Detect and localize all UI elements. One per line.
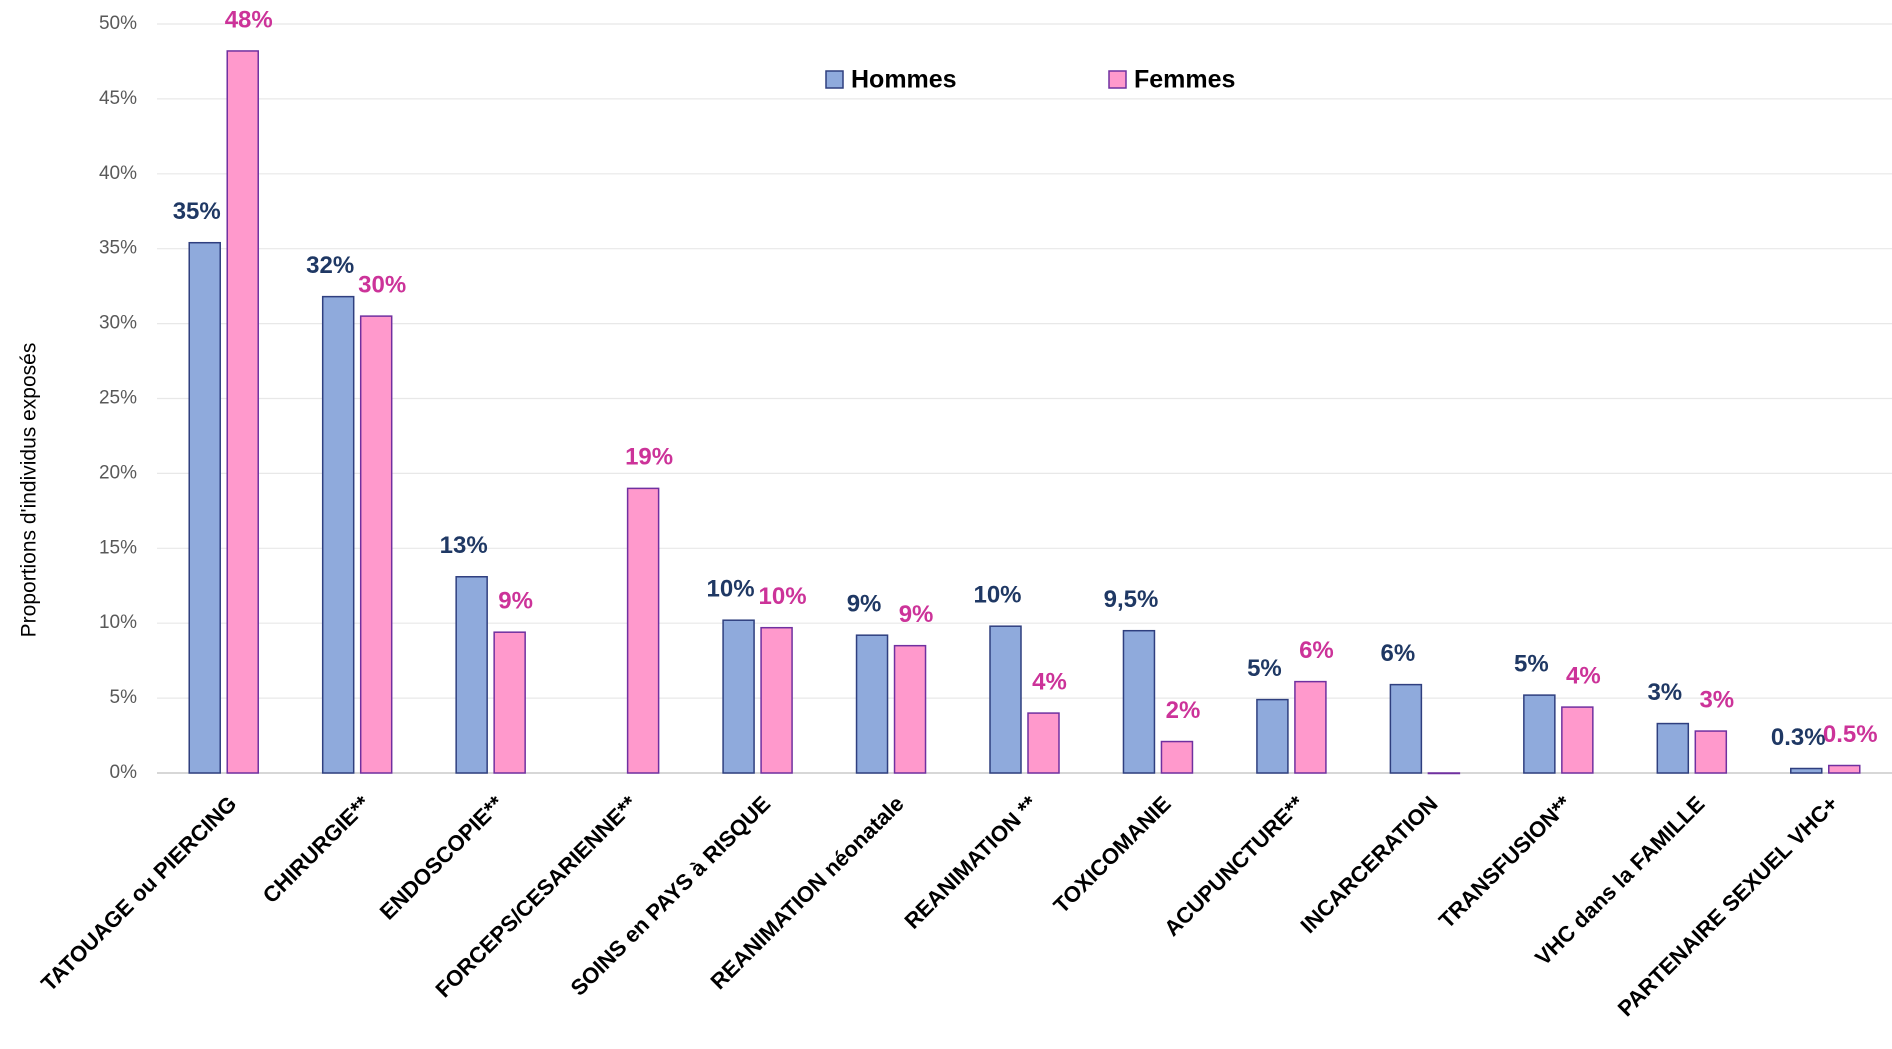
bar — [1427, 772, 1461, 775]
value-label: 3% — [1699, 686, 1734, 713]
value-label: 30% — [358, 271, 406, 298]
value-label: 32% — [306, 252, 354, 279]
y-tick-label: 0% — [110, 762, 138, 783]
value-label: 35% — [173, 198, 221, 225]
x-tick-label: INCARCERATION — [1296, 791, 1443, 938]
bar — [1294, 680, 1327, 774]
x-tick-label: ACUPUNCTURE** — [1159, 791, 1309, 941]
bar — [1561, 706, 1594, 774]
legend-swatch — [825, 70, 844, 89]
bar — [722, 619, 755, 774]
bar — [1790, 767, 1823, 774]
value-label: 10% — [973, 582, 1021, 609]
bar — [1027, 712, 1060, 774]
value-label: 4% — [1032, 668, 1067, 695]
value-label: 48% — [225, 6, 273, 33]
value-label: 9% — [498, 588, 533, 615]
y-tick-label: 30% — [99, 313, 137, 334]
bar — [321, 295, 355, 774]
bar — [1828, 764, 1861, 774]
x-tick-label: TATOUAGE ou PIERCING — [36, 791, 241, 996]
x-tick-label: TOXICOMANIE — [1048, 791, 1175, 918]
x-tick-label: CHIRURGIE** — [258, 791, 375, 908]
legend-label: Femmes — [1134, 66, 1235, 94]
value-label: 10% — [759, 583, 807, 610]
bar — [989, 625, 1022, 774]
legend-label: Hommes — [851, 66, 957, 94]
y-tick-label: 10% — [99, 612, 137, 633]
bar — [493, 631, 526, 774]
bar — [893, 644, 927, 774]
bar — [226, 50, 259, 774]
bar — [1656, 722, 1690, 774]
bar — [1160, 740, 1194, 774]
value-label: 0.3% — [1771, 724, 1826, 751]
value-label: 9,5% — [1104, 586, 1159, 613]
y-tick-label: 35% — [99, 238, 137, 259]
bar — [188, 241, 221, 774]
x-tick-label: ENDOSCOPIE** — [375, 791, 509, 925]
value-label: 9% — [899, 601, 934, 628]
value-label: 2% — [1166, 697, 1201, 724]
x-tick-label: TRANSFUSION** — [1434, 791, 1576, 933]
value-label: 19% — [625, 444, 673, 471]
bar — [1122, 629, 1156, 774]
bar — [1523, 694, 1556, 774]
value-label: 5% — [1247, 655, 1282, 682]
value-label: 4% — [1566, 662, 1601, 689]
bar — [760, 626, 793, 774]
y-tick-label: 45% — [99, 88, 137, 109]
x-tick-label: PARTENAIRE SEXUEL VHC+ — [1613, 791, 1843, 1021]
y-tick-label: 50% — [99, 13, 137, 34]
value-label: 6% — [1299, 637, 1334, 664]
y-tick-label: 20% — [99, 462, 137, 483]
bar — [1389, 683, 1423, 774]
value-label: 13% — [440, 532, 488, 559]
y-tick-label: 25% — [99, 388, 137, 409]
bar — [626, 487, 660, 774]
value-label: 3% — [1647, 679, 1682, 706]
bar — [1256, 698, 1289, 774]
value-label: 10% — [707, 576, 755, 603]
y-tick-label: 15% — [99, 537, 137, 558]
y-tick-label: 5% — [110, 687, 138, 708]
value-label: 5% — [1514, 650, 1549, 677]
legend-swatch — [1108, 70, 1127, 89]
bar — [855, 634, 889, 774]
bar — [1694, 730, 1728, 774]
bar — [359, 315, 393, 774]
y-tick-label: 40% — [99, 163, 137, 184]
y-axis-title: Proportions d'individus exposés — [18, 343, 41, 638]
bar — [455, 576, 488, 774]
value-label: 9% — [847, 591, 882, 618]
value-label: 0.5% — [1823, 721, 1878, 748]
value-label: 6% — [1381, 640, 1416, 667]
x-tick-label: REANIMATION ** — [899, 791, 1042, 934]
